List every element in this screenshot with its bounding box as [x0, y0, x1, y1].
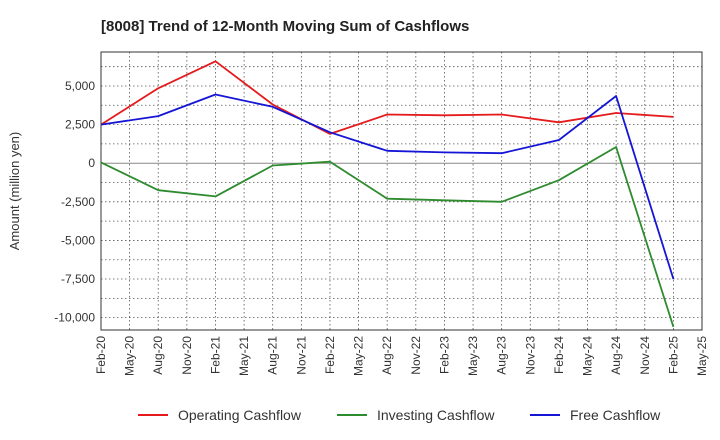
series-group — [100, 60, 675, 328]
y-tick-label: -2,500 — [61, 195, 95, 209]
x-tick-label: Nov-24 — [638, 336, 652, 375]
y-axis-label: Amount (million yen) — [7, 132, 22, 251]
x-tick-label: Feb-22 — [323, 336, 337, 374]
legend: Operating Cashflow Investing Cashflow Free… — [138, 407, 661, 423]
x-tick-label: Feb-21 — [208, 336, 222, 374]
legend-label-0: Operating Cashflow — [178, 407, 302, 423]
x-tick-label: Nov-23 — [523, 336, 537, 375]
y-tick-label: -7,500 — [61, 272, 95, 286]
x-tick-label: Aug-21 — [266, 336, 280, 375]
x-tick-label: May-25 — [695, 336, 709, 376]
x-tick-label: May-22 — [352, 336, 366, 376]
y-tick-label: 2,500 — [65, 118, 95, 132]
x-tick-label: Aug-22 — [380, 336, 394, 375]
plot-frame — [100, 51, 703, 331]
x-tick-label: Nov-22 — [409, 336, 423, 375]
x-tick-label: Feb-23 — [437, 336, 451, 374]
legend-label-2: Free Cashflow — [570, 407, 661, 423]
x-tick-label: May-23 — [466, 336, 480, 376]
x-tick-label: Aug-24 — [609, 336, 623, 375]
series-line-0 — [100, 60, 674, 135]
y-tick-label: -10,000 — [54, 311, 95, 325]
x-tick-label: Feb-20 — [94, 336, 108, 374]
x-tick-label: May-21 — [237, 336, 251, 376]
y-tick-labels: 5,000 2,500 0 -2,500 -5,000 -7,500 -10,000 — [54, 79, 95, 325]
series-line-2 — [100, 93, 675, 280]
chart-title: [8008] Trend of 12-Month Moving Sum of C… — [101, 18, 469, 35]
x-tick-label: May-24 — [581, 336, 595, 376]
x-tick-label: Nov-21 — [294, 336, 308, 375]
y-tick-label: 5,000 — [65, 79, 95, 93]
legend-label-1: Investing Cashflow — [377, 407, 495, 423]
series-line-1 — [100, 146, 675, 328]
x-tick-label: Feb-24 — [552, 336, 566, 374]
x-tick-label: Aug-23 — [495, 336, 509, 375]
y-tick-label: -5,000 — [61, 233, 95, 247]
x-tick-label: Aug-20 — [151, 336, 165, 375]
x-tick-label: Feb-25 — [666, 336, 680, 374]
x-tick-label: May-20 — [123, 336, 137, 376]
grid — [100, 52, 703, 330]
x-tick-labels: Feb-20 May-20 Aug-20 Nov-20 Feb-21 May-21 Aug-… — [94, 336, 709, 376]
y-tick-label: 0 — [88, 156, 95, 170]
x-tick-label: Nov-20 — [180, 336, 194, 375]
